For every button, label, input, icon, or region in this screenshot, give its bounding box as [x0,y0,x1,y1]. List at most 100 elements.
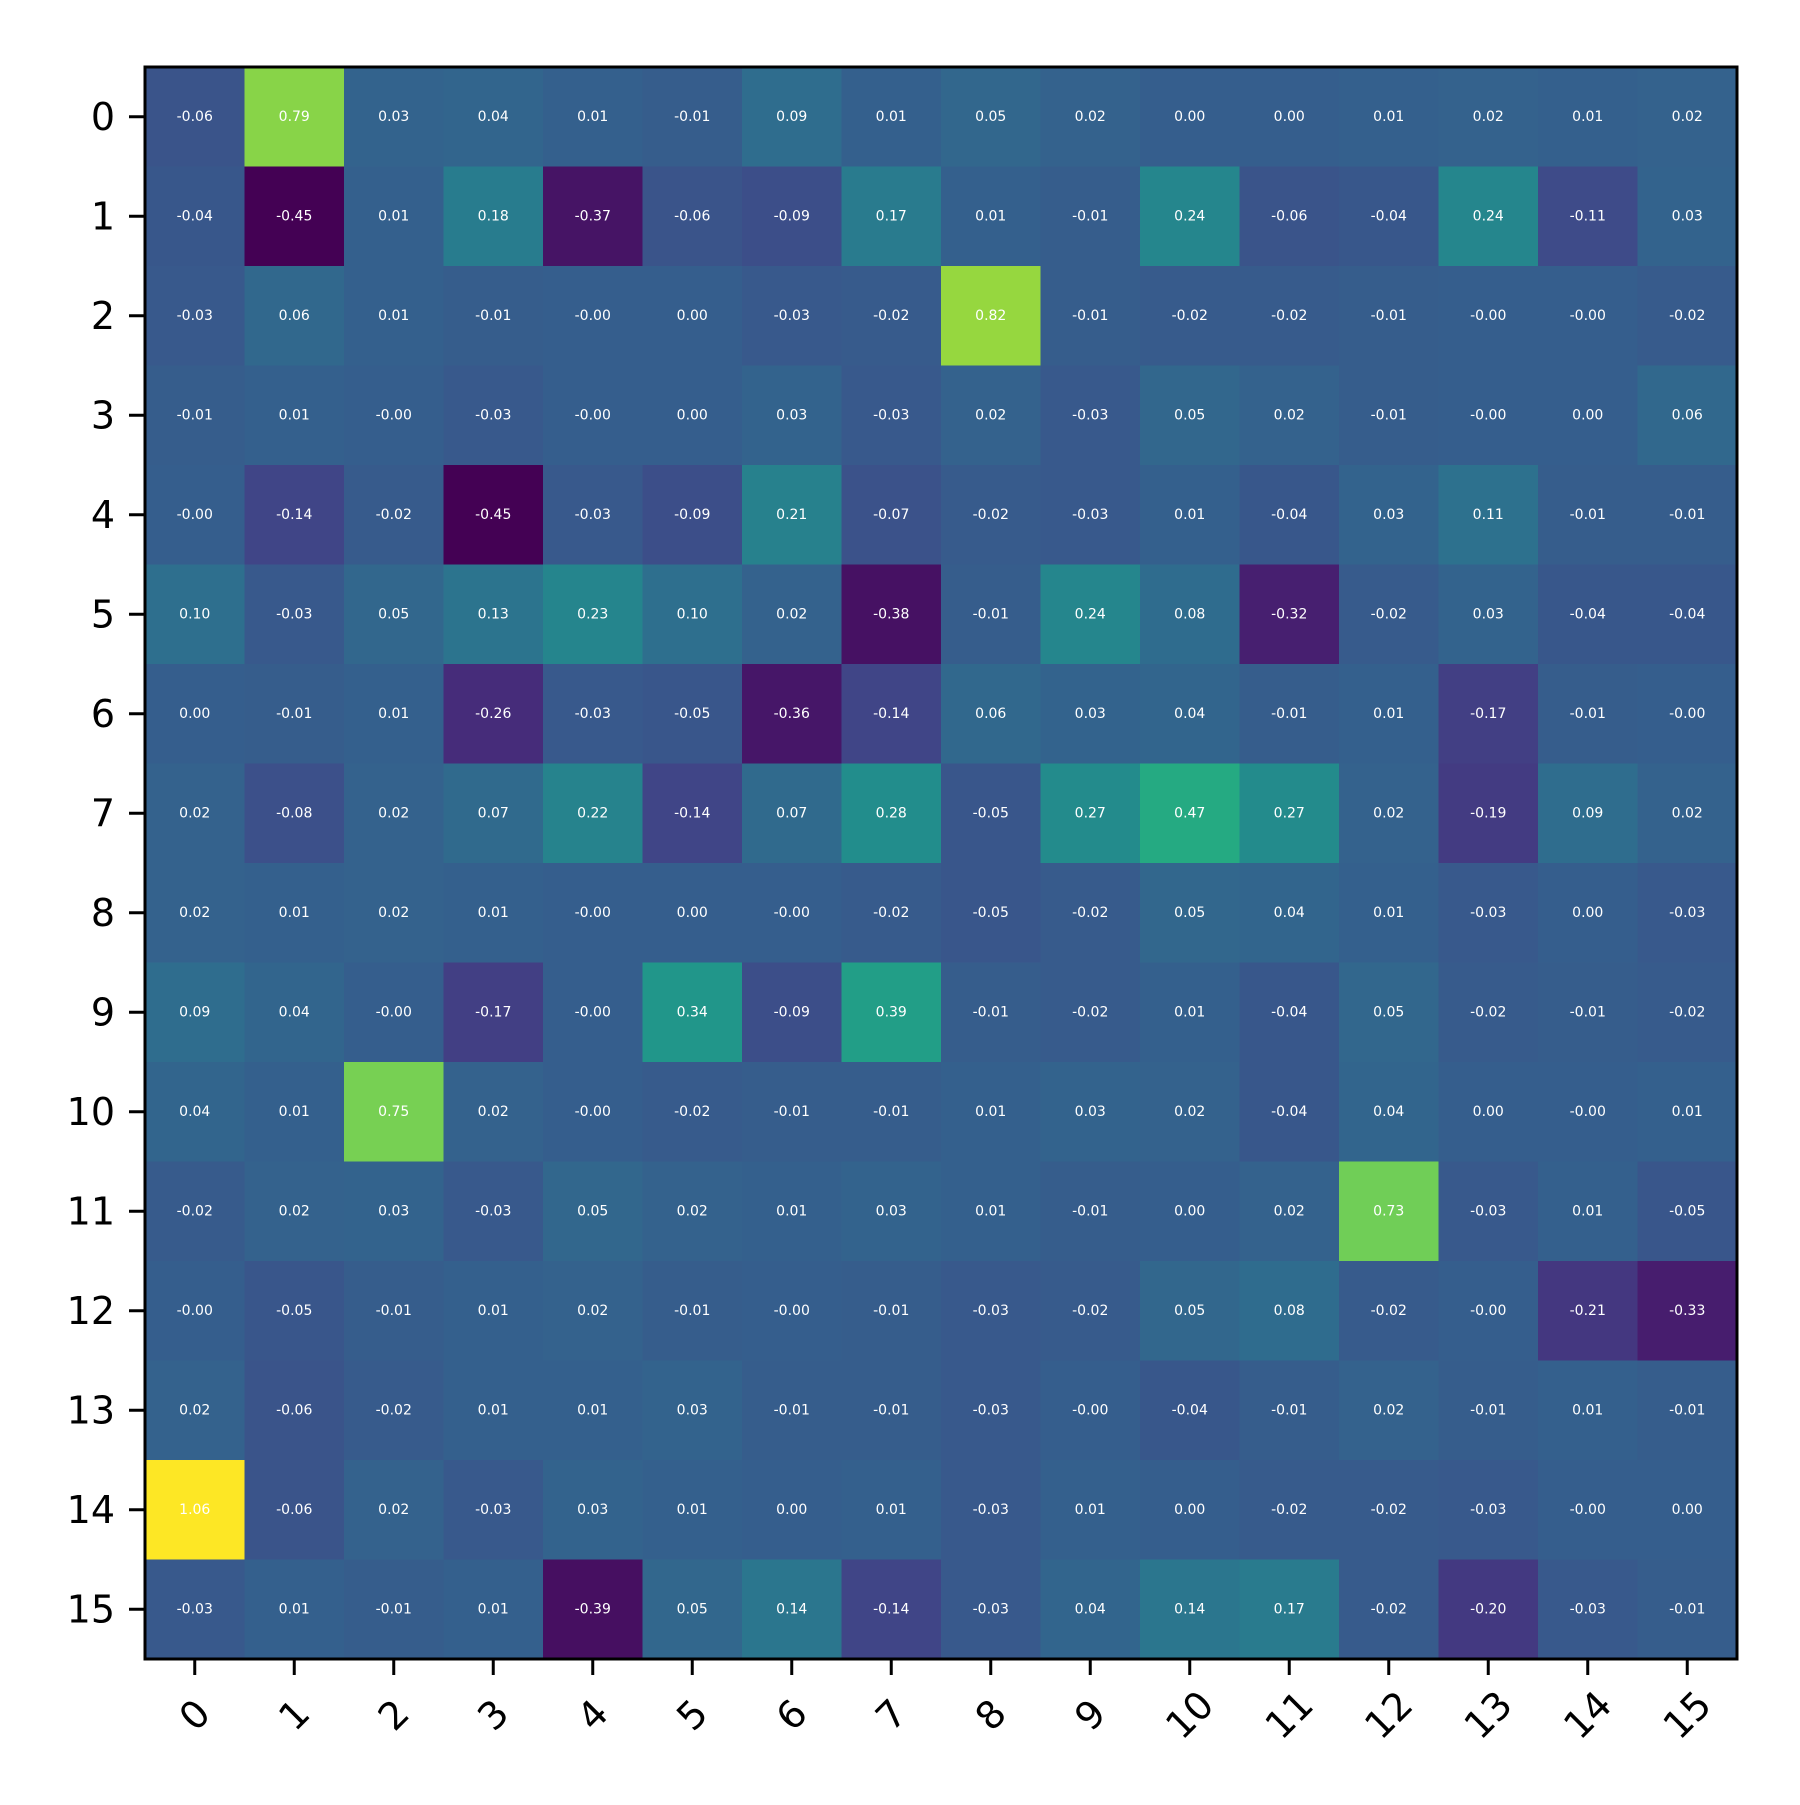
cell-value-label: -0.03 [575,706,611,722]
heatmap-cell-r14-c13 [1438,1460,1539,1561]
cell-value-label: -0.01 [1271,1402,1307,1418]
heatmap-cell-r1-c10 [1140,166,1241,267]
cell-value-label: 0.08 [1274,1303,1305,1319]
heatmap-cell-r4-c6 [742,465,843,566]
cell-value-label: -0.14 [873,1601,909,1617]
cell-value-label: 0.02 [279,1203,310,1219]
cell-value-label: -0.01 [376,1303,412,1319]
cell-value-label: 0.01 [975,208,1006,224]
heatmap-cell-r9-c4 [543,962,644,1063]
heatmap-cell-r3-c4 [543,365,644,466]
cell-value-label: 0.01 [478,905,509,921]
x-tick-label: 11 [1257,1682,1322,1747]
cell-value-label: -0.01 [177,407,213,423]
cell-value-label: -0.01 [1072,208,1108,224]
cell-value-label: -0.01 [973,1004,1009,1020]
cell-value-label: -0.01 [674,109,710,125]
heatmap-cell-r4-c11 [1239,465,1340,566]
cell-value-label: -0.09 [774,1004,810,1020]
cell-value-label: -0.36 [774,706,810,722]
heatmap-cell-r12-c9 [1040,1261,1141,1362]
heatmap-cell-r7-c5 [642,763,743,864]
heatmap-cell-r14-c3 [443,1460,544,1561]
cell-value-label: -0.07 [873,507,909,523]
cell-value-label: 0.05 [1174,407,1205,423]
heatmap-cell-r7-c15 [1637,763,1738,864]
heatmap-cell-r11-c14 [1538,1161,1639,1262]
cell-value-label: 0.01 [1373,905,1404,921]
cell-value-label: 0.00 [1572,905,1603,921]
heatmap-cell-r5-c7 [841,564,942,665]
cell-value-label: 0.02 [1672,805,1703,821]
y-tick-label: 4 [91,493,115,537]
heatmap-cell-r10-c2 [344,1062,445,1163]
y-tick-label: 9 [91,990,115,1034]
heatmap-cell-r14-c7 [841,1460,942,1561]
cell-value-label: 0.01 [378,208,409,224]
cell-value-label: -0.01 [774,1104,810,1120]
heatmap-cell-r4-c15 [1637,465,1738,566]
heatmap-cell-r10-c3 [443,1062,544,1163]
cell-value-label: -0.03 [177,1601,213,1617]
cell-value-label: 0.10 [677,606,708,622]
cell-value-label: 0.03 [876,1203,907,1219]
heatmap-cell-r3-c14 [1538,365,1639,466]
heatmap-cell-r2-c4 [543,266,644,367]
heatmap-cell-r1-c8 [941,166,1042,267]
heatmap-cell-r13-c15 [1637,1360,1738,1461]
heatmap-cell-r14-c8 [941,1460,1042,1561]
heatmap-cell-r8-c2 [344,863,445,964]
heatmap-cell-r11-c2 [344,1161,445,1262]
cell-value-label: -0.09 [674,507,710,523]
heatmap-cell-r13-c6 [742,1360,843,1461]
heatmap-cell-r2-c8 [941,266,1042,367]
cell-value-label: 0.00 [1473,1104,1504,1120]
heatmap-cell-r14-c1 [244,1460,345,1561]
cell-value-label: -0.01 [873,1402,909,1418]
cell-value-label: 0.21 [776,507,807,523]
heatmap-cell-r6-c3 [443,664,544,765]
heatmap-cell-r7-c1 [244,763,345,864]
cell-value-label: 0.02 [776,606,807,622]
heatmap-cell-r11-c10 [1140,1161,1241,1262]
heatmap-cell-r0-c3 [443,67,544,168]
heatmap-cell-r6-c12 [1339,664,1440,765]
heatmap-cell-r11-c11 [1239,1161,1340,1262]
cell-value-label: 0.02 [1075,109,1106,125]
heatmap-cell-r13-c9 [1040,1360,1141,1461]
cell-value-label: 0.00 [1572,407,1603,423]
heatmap-cell-r14-c11 [1239,1460,1340,1561]
heatmap-cell-r5-c2 [344,564,445,665]
heatmap-cell-r8-c8 [941,863,1042,964]
x-tick-label: 2 [370,1691,418,1739]
cell-value-label: -0.01 [873,1303,909,1319]
cell-value-label: 0.34 [677,1004,708,1020]
heatmap-cell-r2-c14 [1538,266,1639,367]
cell-value-label: -0.00 [376,407,412,423]
heatmap-cell-r3-c15 [1637,365,1738,466]
cell-value-label: 0.03 [677,1402,708,1418]
heatmap-cell-r14-c0 [145,1460,246,1561]
cell-value-label: -0.01 [1371,407,1407,423]
heatmap-cell-r11-c1 [244,1161,345,1262]
heatmap-cell-r5-c9 [1040,564,1141,665]
cell-value-label: -0.39 [575,1601,611,1617]
cell-value-label: -0.02 [1470,1004,1506,1020]
cell-value-label: 0.01 [876,109,907,125]
cell-value-label: 0.01 [1572,1203,1603,1219]
cell-value-label: -0.02 [873,905,909,921]
heatmap-cell-r12-c12 [1339,1261,1440,1362]
heatmap-cell-r8-c6 [742,863,843,964]
cell-value-label: -0.02 [1172,308,1208,324]
heatmap-cell-r15-c3 [443,1559,544,1660]
cell-value-label: -0.02 [873,308,909,324]
heatmap-cell-r8-c9 [1040,863,1141,964]
heatmap-cell-r13-c14 [1538,1360,1639,1461]
cell-value-label: 0.02 [378,905,409,921]
cell-value-label: 0.24 [1075,606,1106,622]
heatmap-cell-r0-c1 [244,67,345,168]
heatmap-cell-r9-c10 [1140,962,1241,1063]
heatmap-cell-r2-c11 [1239,266,1340,367]
heatmap-cell-r15-c2 [344,1559,445,1660]
heatmap-cell-r6-c2 [344,664,445,765]
